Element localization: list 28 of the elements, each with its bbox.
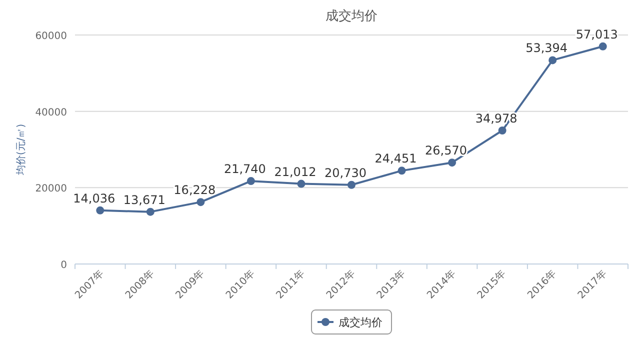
data-label: 57,013 [576, 27, 618, 42]
data-label: 21,012 [274, 164, 316, 179]
point [146, 208, 154, 216]
point [548, 56, 557, 64]
point [348, 180, 356, 189]
point [297, 180, 306, 188]
point [448, 158, 456, 167]
point [498, 126, 506, 134]
point [96, 206, 104, 214]
point [196, 198, 205, 206]
legend-label: 成交均价 [338, 316, 382, 329]
data-label: 20,730 [324, 166, 366, 180]
point [246, 177, 255, 186]
data-label: 24,451 [374, 152, 417, 166]
data-label: 13,671 [123, 192, 166, 207]
y-tick-label: 60000 [35, 31, 67, 42]
data-label: 14,036 [73, 191, 116, 206]
data-label: 26,570 [425, 144, 468, 158]
y-tick-label: 0 [60, 260, 67, 271]
data-label: 21,740 [224, 162, 266, 176]
point [598, 42, 607, 50]
point [398, 166, 406, 175]
y-tick-label: 20000 [35, 184, 67, 195]
y-axis-title: 均价(元/㎡) [15, 124, 27, 176]
data-label: 53,394 [526, 41, 568, 56]
chart-title: 成交均价 [326, 8, 378, 24]
y-tick-label: 40000 [35, 107, 67, 118]
data-label: 16,228 [174, 183, 216, 198]
